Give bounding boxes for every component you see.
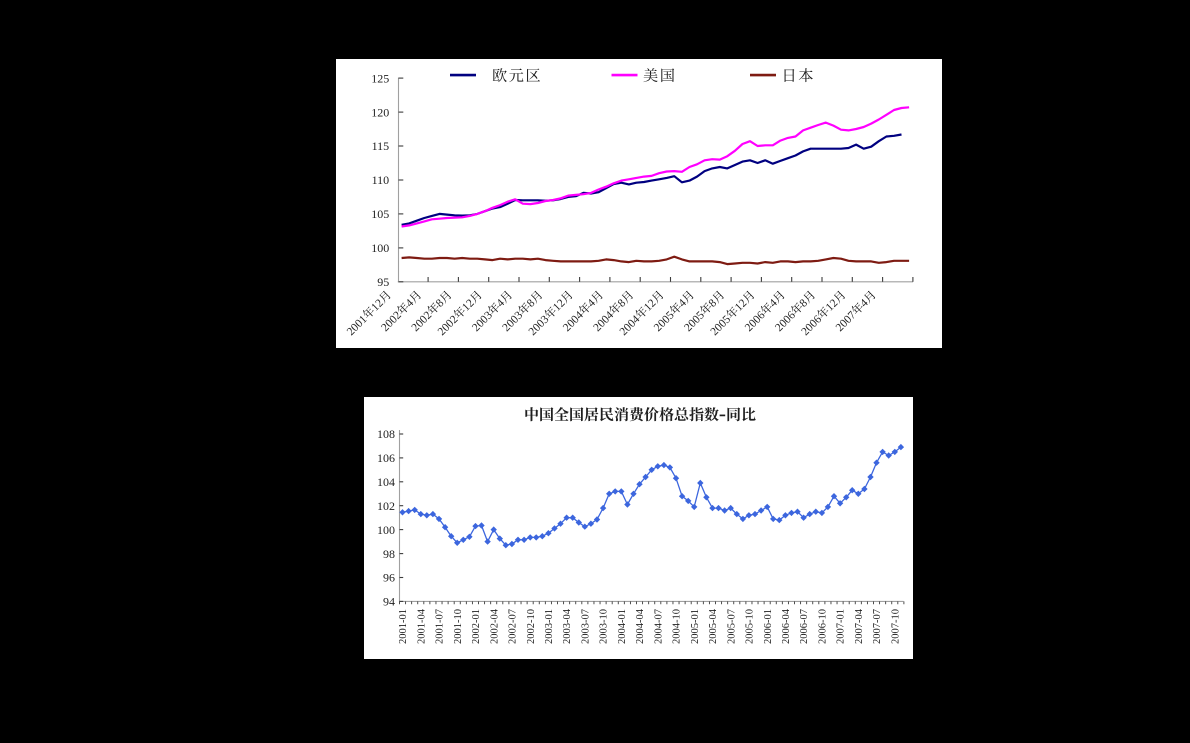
svg-text:2007-01: 2007-01 (836, 609, 847, 644)
svg-text:2004: 2004 (618, 313, 643, 338)
svg-text:100: 100 (377, 523, 395, 537)
svg-text:102: 102 (377, 499, 395, 513)
svg-text:2006-10: 2006-10 (817, 609, 828, 644)
svg-text:2004-01: 2004-01 (617, 609, 628, 644)
svg-text:12: 12 (460, 297, 477, 314)
svg-text:8: 8 (434, 297, 447, 310)
svg-text:2005-04: 2005-04 (708, 608, 719, 644)
svg-text:2001-01: 2001-01 (398, 609, 409, 644)
svg-text:2003-10: 2003-10 (599, 609, 610, 644)
svg-text:8: 8 (707, 297, 720, 310)
svg-text:105: 105 (371, 207, 389, 221)
svg-text:2001-07: 2001-07 (435, 609, 446, 644)
svg-text:4: 4 (585, 297, 598, 310)
svg-text:2005-07: 2005-07 (726, 609, 737, 644)
svg-text:98: 98 (383, 547, 395, 561)
svg-text:2005-01: 2005-01 (690, 609, 701, 644)
svg-text:4: 4 (676, 297, 689, 310)
svg-text:2007-10: 2007-10 (890, 609, 901, 644)
svg-text:4: 4 (767, 297, 780, 310)
svg-text:2003-04: 2003-04 (562, 608, 573, 644)
svg-text:2006-01: 2006-01 (763, 609, 774, 644)
svg-text:2005: 2005 (682, 309, 707, 334)
svg-text:2001-10: 2001-10 (453, 609, 464, 644)
svg-text:106: 106 (377, 451, 395, 465)
svg-text:4: 4 (495, 297, 508, 310)
svg-text:2006: 2006 (799, 313, 824, 338)
svg-text:2004: 2004 (591, 309, 616, 334)
svg-text:125: 125 (371, 71, 389, 85)
svg-text:2007-07: 2007-07 (872, 609, 883, 644)
svg-text:2001: 2001 (345, 313, 370, 338)
svg-text:2007-04: 2007-04 (854, 608, 865, 644)
svg-text:4: 4 (858, 297, 871, 310)
svg-text:2003: 2003 (470, 309, 495, 334)
svg-text:4: 4 (404, 297, 417, 310)
svg-text:2006: 2006 (773, 309, 798, 334)
svg-text:2005: 2005 (708, 313, 733, 338)
svg-text:12: 12 (824, 297, 841, 314)
svg-text:94: 94 (383, 595, 395, 609)
svg-text:12: 12 (551, 297, 568, 314)
svg-text:2003-01: 2003-01 (544, 609, 555, 644)
svg-text:110: 110 (372, 173, 390, 187)
svg-text:2003: 2003 (500, 309, 525, 334)
svg-text:95: 95 (377, 275, 389, 289)
svg-text:120: 120 (371, 105, 389, 119)
svg-text:2003-07: 2003-07 (580, 609, 591, 644)
svg-text:104: 104 (377, 475, 395, 489)
svg-text:2004-04: 2004-04 (635, 608, 646, 644)
svg-text:2002-10: 2002-10 (526, 609, 537, 644)
svg-text:2002-01: 2002-01 (471, 609, 482, 644)
svg-text:96: 96 (383, 571, 395, 585)
svg-text:108: 108 (377, 427, 395, 441)
svg-text:2001-04: 2001-04 (416, 608, 427, 644)
svg-text:2004: 2004 (561, 309, 586, 334)
svg-text:12: 12 (733, 297, 750, 314)
svg-text:2002: 2002 (379, 309, 404, 334)
svg-text:2006: 2006 (743, 309, 768, 334)
svg-text:8: 8 (525, 297, 538, 310)
svg-text:115: 115 (372, 139, 390, 153)
svg-text:2004-10: 2004-10 (672, 609, 683, 644)
svg-text:2006-07: 2006-07 (799, 609, 810, 644)
svg-text:2002: 2002 (410, 309, 435, 334)
svg-text:2005-10: 2005-10 (745, 609, 756, 644)
svg-text:12: 12 (369, 297, 386, 314)
svg-text:8: 8 (616, 297, 629, 310)
svg-text:2007: 2007 (834, 309, 859, 334)
svg-text:2003: 2003 (527, 313, 552, 338)
svg-text:8: 8 (798, 297, 811, 310)
svg-text:2005: 2005 (652, 309, 677, 334)
svg-text:12: 12 (642, 297, 659, 314)
svg-text:2002-07: 2002-07 (508, 609, 519, 644)
svg-text:2006-04: 2006-04 (781, 608, 792, 644)
svg-text:2004-07: 2004-07 (653, 609, 664, 644)
svg-text:100: 100 (371, 241, 389, 255)
svg-text:2002-04: 2002-04 (489, 608, 500, 644)
svg-text:2002: 2002 (436, 313, 461, 338)
